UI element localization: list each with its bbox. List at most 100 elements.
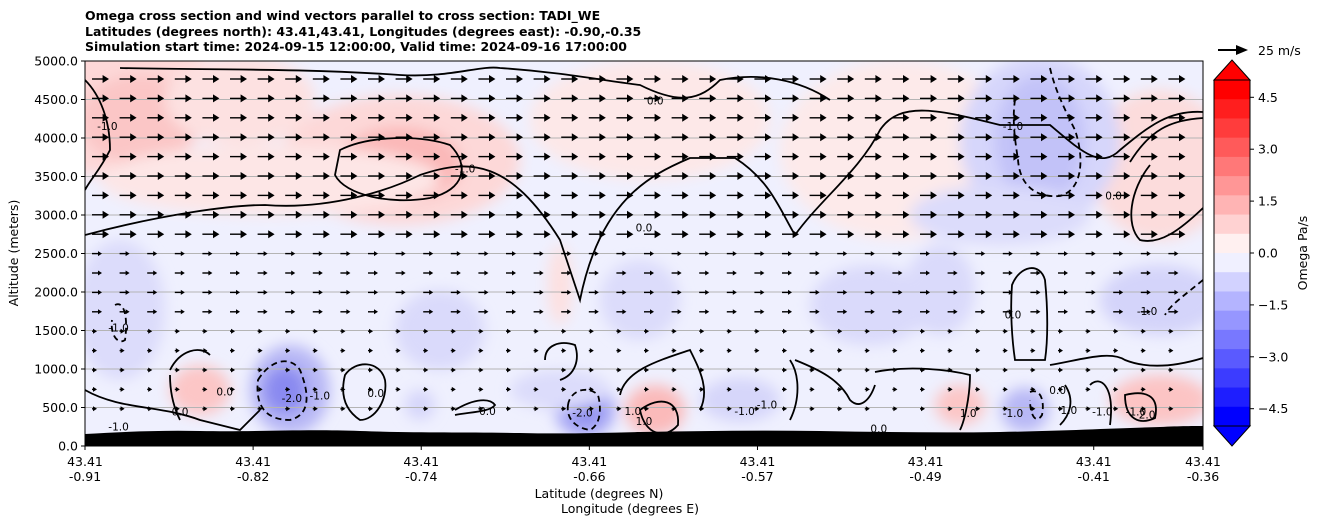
wind-vector — [1002, 406, 1008, 412]
wind-vector — [644, 191, 661, 200]
wind-vector — [975, 172, 993, 180]
wind-vector — [782, 94, 799, 103]
wind-vector — [699, 289, 710, 295]
wind-vector — [726, 152, 744, 161]
x-axis-label-lon: Longitude (degrees E) — [561, 501, 699, 516]
wind-vector — [671, 133, 689, 142]
wind-vector — [312, 230, 330, 239]
wind-vector — [892, 152, 910, 161]
wind-vector — [920, 191, 937, 200]
wind-vector — [395, 386, 401, 392]
wind-vector — [726, 191, 744, 200]
wind-vector — [1168, 367, 1174, 373]
wind-vector — [726, 251, 737, 257]
wind-vector — [616, 406, 622, 412]
wind-vector — [285, 270, 296, 276]
contour-label: 1.0 — [636, 416, 653, 428]
wind-vector — [533, 251, 544, 257]
wind-vector — [754, 386, 760, 392]
wind-vector — [506, 386, 511, 392]
x-tick-label-lat: 43.41 — [235, 454, 271, 469]
y-tick-label: 4500.0 — [34, 92, 78, 107]
wind-vector — [726, 270, 737, 276]
wind-vector — [119, 75, 137, 83]
wind-vector — [699, 251, 710, 257]
wind-vector — [202, 367, 208, 373]
wind-vector — [920, 309, 930, 315]
wind-vectors — [92, 75, 1186, 412]
wind-vector — [202, 309, 213, 315]
wind-vector — [892, 230, 910, 239]
wind-vector — [920, 328, 925, 334]
omega-field — [85, 61, 1203, 438]
wind-vector — [340, 94, 358, 103]
wind-vector — [809, 75, 827, 83]
wind-vector — [1113, 152, 1131, 161]
wind-vector — [174, 328, 180, 334]
wind-vector — [230, 309, 240, 315]
wind-vector — [837, 133, 855, 142]
wind-vector — [588, 270, 599, 276]
wind-vector — [947, 386, 953, 392]
wind-vector — [533, 348, 539, 354]
wind-vector — [782, 348, 787, 354]
wind-vector — [450, 367, 456, 373]
contour-label: 1.0 — [624, 406, 641, 418]
colorbar-step — [1214, 137, 1250, 158]
wind-vector — [174, 75, 192, 83]
wind-vector — [478, 94, 496, 103]
wind-vector — [147, 133, 165, 142]
wind-vector — [726, 309, 737, 315]
wind-vector — [1058, 328, 1063, 334]
wind-vector — [533, 309, 544, 315]
wind-vector — [230, 230, 247, 239]
vector-key: 25 m/s — [1218, 43, 1301, 58]
wind-vector — [975, 251, 986, 257]
wind-vector — [726, 367, 732, 373]
wind-vector — [340, 309, 351, 315]
wind-vector — [920, 289, 930, 295]
wind-vector — [478, 75, 496, 83]
wind-vector — [533, 406, 539, 412]
wind-vector — [1168, 386, 1174, 392]
wind-vector — [699, 348, 705, 354]
wind-vector — [119, 270, 130, 276]
wind-vector — [1168, 348, 1174, 354]
wind-vector — [285, 289, 296, 295]
wind-vector — [754, 152, 772, 161]
wind-vector — [423, 133, 441, 142]
wind-vector — [1113, 113, 1131, 122]
wind-vector — [947, 152, 965, 161]
wind-vector — [1002, 191, 1020, 200]
wind-vector — [285, 309, 296, 315]
wind-vector — [312, 251, 323, 257]
wind-vector — [395, 210, 413, 219]
wind-vector — [588, 348, 594, 354]
wind-vector — [92, 328, 97, 334]
wind-vector — [257, 191, 275, 200]
wind-vector — [202, 230, 220, 239]
wind-vector — [782, 386, 787, 392]
wind-vector — [726, 133, 744, 142]
colorbar-step — [1214, 272, 1250, 292]
wind-vector — [754, 133, 772, 142]
wind-vector — [368, 309, 378, 315]
wind-vector — [892, 210, 910, 219]
wind-vector — [119, 191, 137, 200]
wind-vector — [230, 251, 240, 257]
field-blob — [263, 366, 307, 414]
wind-vector — [174, 386, 180, 392]
colorbar-step — [1214, 80, 1250, 100]
wind-vector — [809, 133, 827, 142]
x-axis: 43.41-0.9143.41-0.8243.41-0.7443.41-0.66… — [67, 446, 1221, 484]
contour-label: -1.0 — [734, 406, 755, 418]
wind-vector — [450, 328, 456, 334]
wind-vector — [1085, 113, 1103, 122]
wind-vector — [671, 230, 689, 239]
wind-vector — [671, 152, 689, 161]
wind-vector — [864, 289, 875, 295]
x-tick-label-lat: 43.41 — [1185, 454, 1221, 469]
wind-vector — [506, 367, 511, 373]
wind-vector — [837, 230, 855, 239]
wind-vector — [975, 386, 981, 392]
